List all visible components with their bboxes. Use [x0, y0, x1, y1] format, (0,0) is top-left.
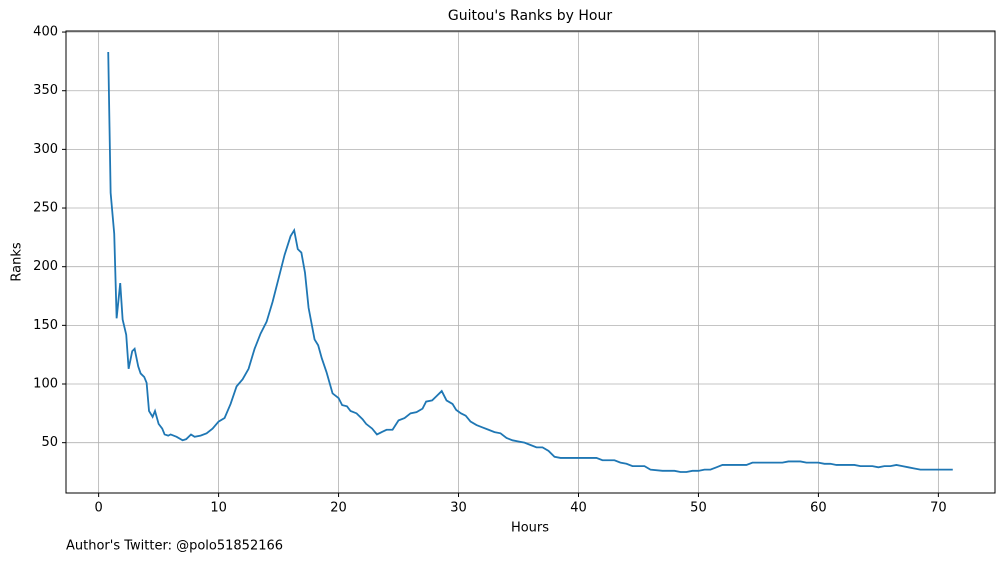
y-tick-label: 300 — [33, 142, 58, 157]
chart-title: Guitou's Ranks by Hour — [448, 8, 612, 24]
x-tick-label: 60 — [810, 501, 827, 516]
x-tick-label: 50 — [690, 501, 707, 516]
y-axis-label: Ranks — [10, 242, 25, 281]
y-tick-label: 250 — [33, 201, 58, 216]
x-axis-label: Hours — [511, 521, 549, 536]
y-tick-label: 50 — [41, 435, 58, 450]
y-tick-label: 150 — [33, 318, 58, 333]
y-tick-label: 100 — [33, 377, 58, 392]
x-tick-label: 70 — [930, 501, 947, 516]
footnote: Author's Twitter: @polo51852166 — [66, 539, 283, 554]
x-tick-label: 30 — [450, 501, 467, 516]
x-tick-label: 10 — [210, 501, 227, 516]
plot-frame — [65, 30, 996, 494]
y-tick-label: 350 — [33, 83, 58, 98]
x-tick-label: 0 — [94, 501, 102, 516]
y-tick-label: 200 — [33, 259, 58, 274]
y-tick-label: 400 — [33, 25, 58, 40]
data-line — [107, 51, 953, 473]
x-tick-label: 40 — [570, 501, 587, 516]
x-tick-label: 20 — [330, 501, 347, 516]
